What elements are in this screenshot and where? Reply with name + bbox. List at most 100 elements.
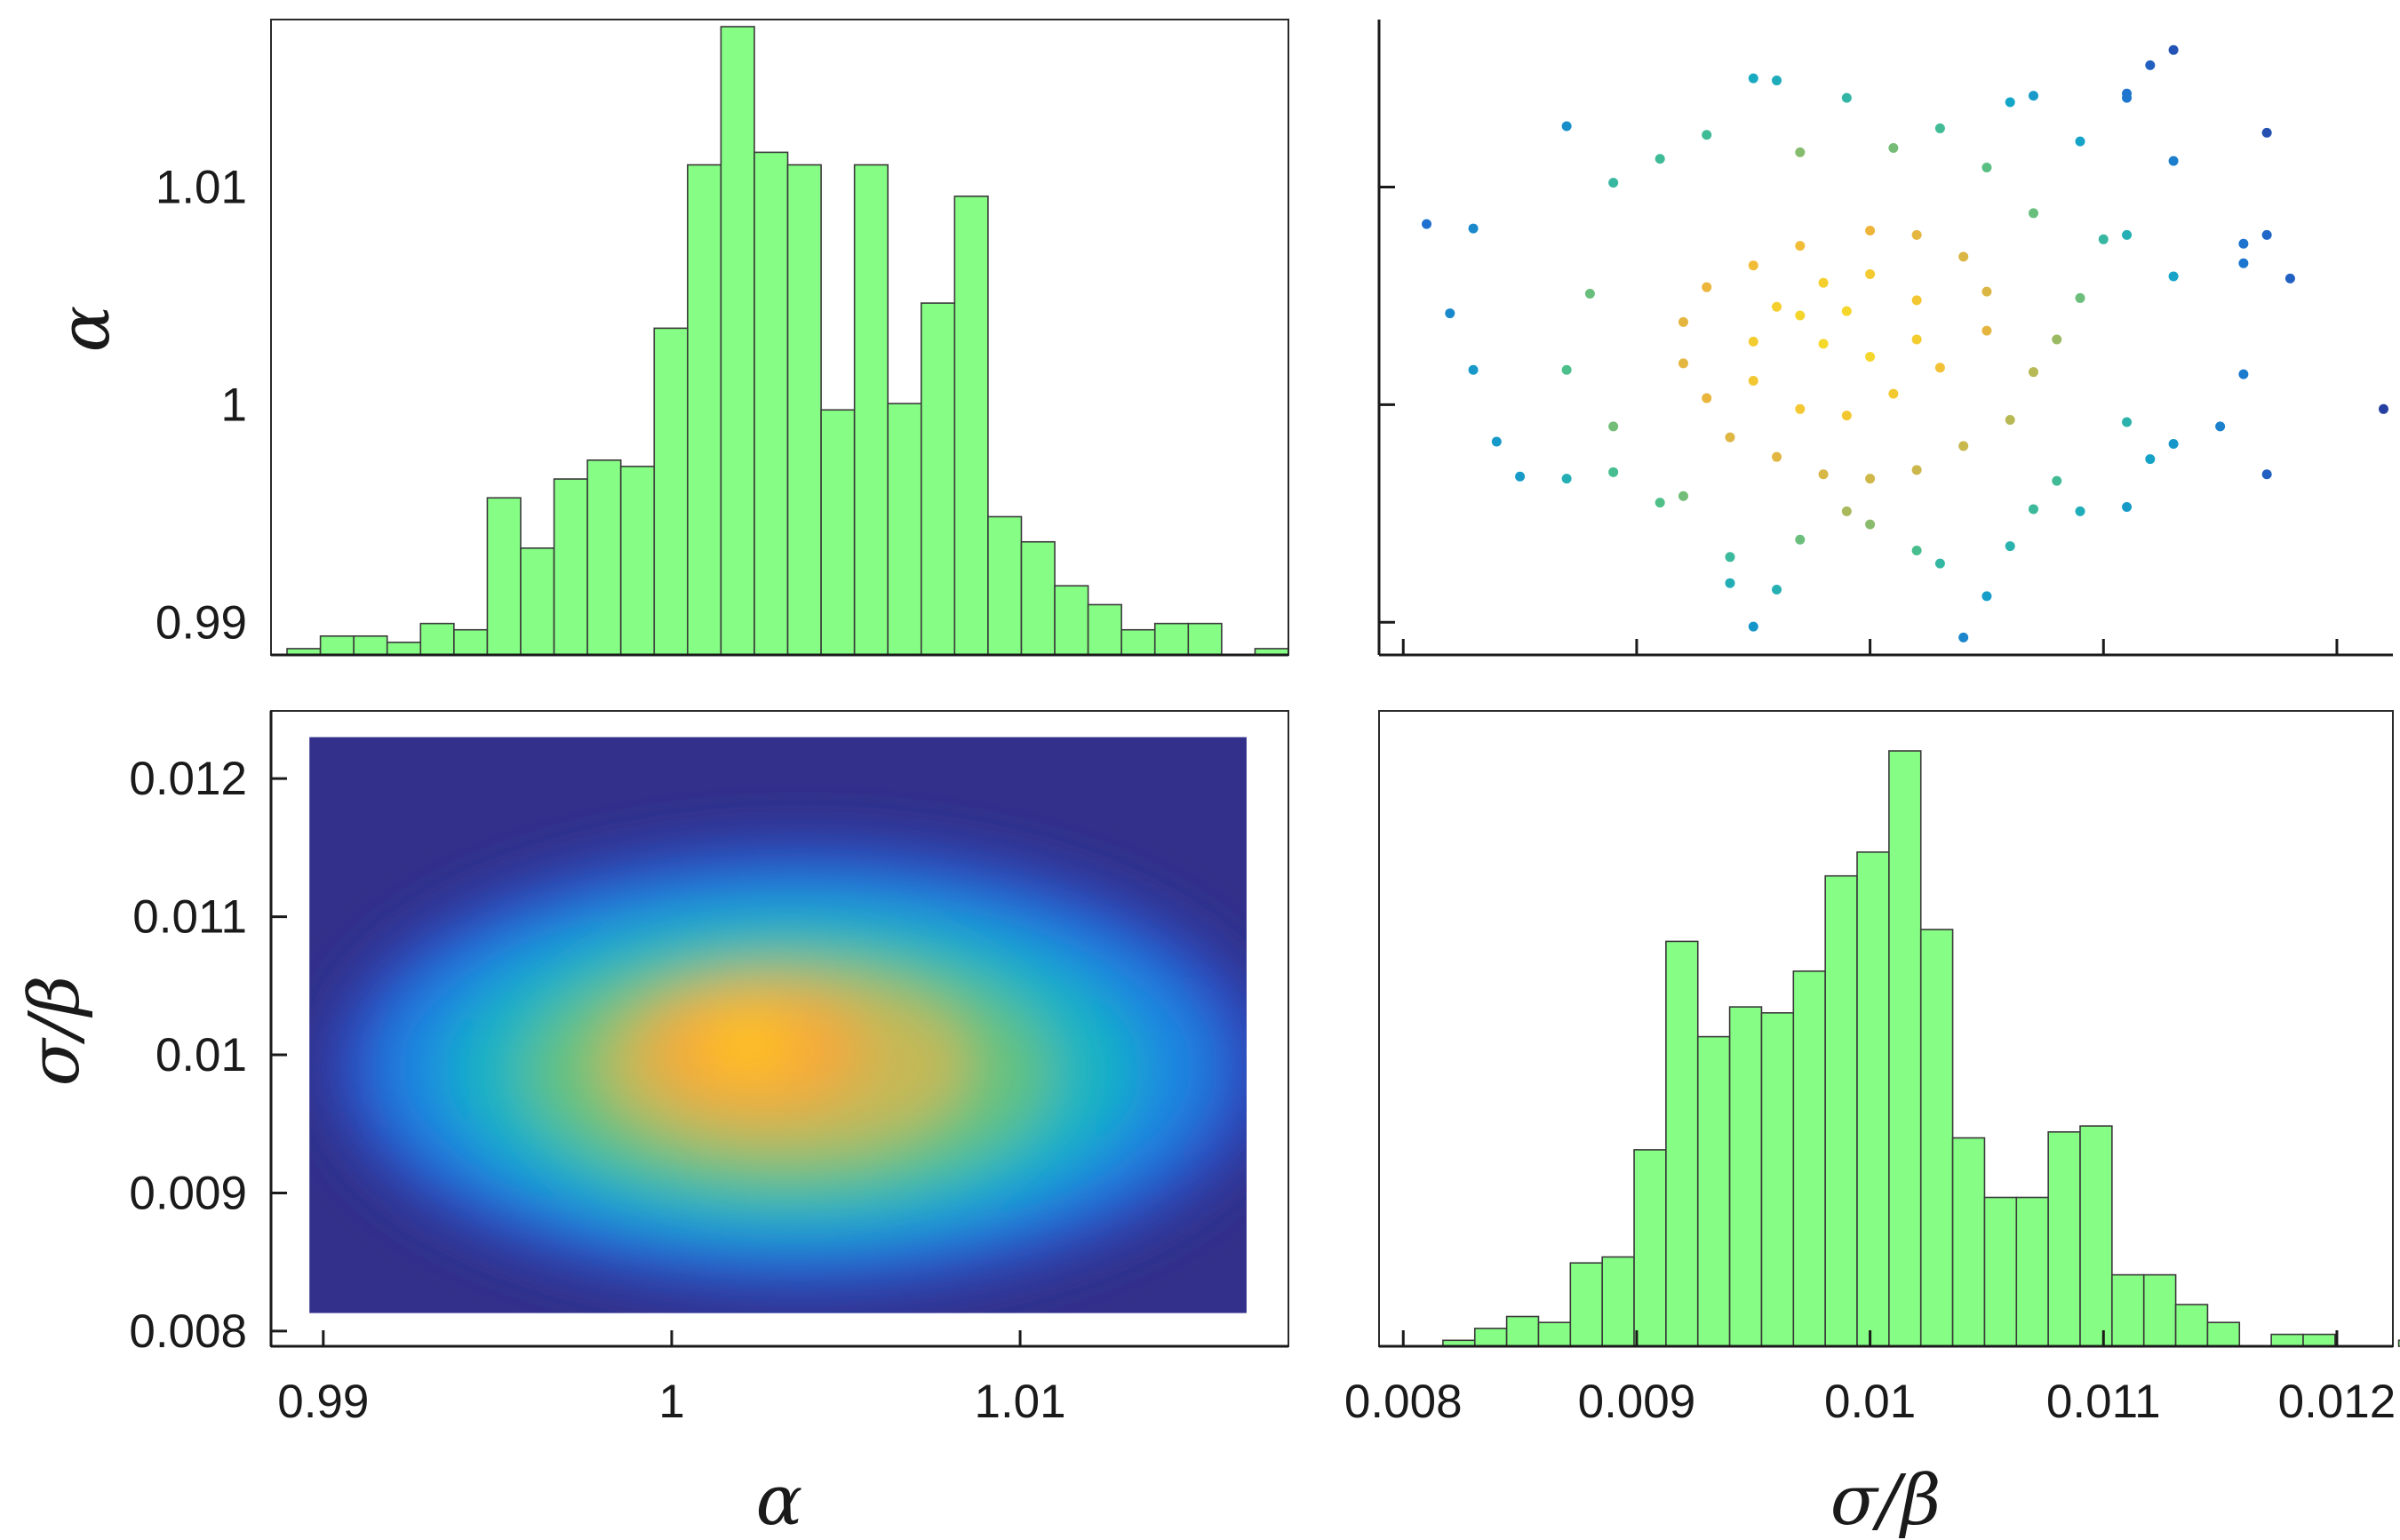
histogram-bar: [1569, 1262, 1603, 1347]
histogram-bar: [920, 302, 956, 656]
scatter-point: [1841, 306, 1852, 316]
scatter-point: [2028, 504, 2038, 515]
scatter-point: [1888, 142, 1899, 153]
scatter-point: [1958, 632, 1969, 642]
scatter-point: [2075, 136, 2085, 147]
scatter-ticks: [1379, 186, 2339, 655]
scatter-point: [2122, 92, 2133, 103]
histogram-bar: [2206, 1321, 2241, 1347]
histogram-bar: [1601, 1256, 1635, 1347]
histogram-bar: [586, 459, 622, 656]
scatter-point: [2052, 334, 2062, 345]
scatter-point: [1772, 301, 1782, 312]
y-tick-label: 1.01: [155, 162, 247, 214]
histogram-bar: [2174, 1304, 2209, 1347]
histogram-bar: [1824, 874, 1858, 1347]
histogram-bar: [786, 164, 822, 656]
scatter-point: [1748, 621, 1758, 632]
scatter-point: [1654, 498, 1665, 508]
histogram-bar: [2142, 1273, 2177, 1347]
histogram-bar: [1696, 1035, 1731, 1347]
histogram-bar: [1792, 970, 1826, 1347]
scatter-point: [1865, 352, 1876, 363]
scatter-point: [1654, 154, 1665, 164]
scatter-point: [1911, 295, 1922, 306]
scatter-point: [2378, 403, 2388, 414]
scatter-point: [1748, 260, 1758, 271]
scatter-point: [2075, 506, 2085, 516]
histogram-bar: [687, 164, 722, 656]
scatter-point: [1772, 585, 1782, 595]
scatter-point: [1865, 226, 1876, 236]
scatter-point: [1795, 147, 1806, 157]
scatter-point: [2238, 258, 2249, 268]
histogram-bar: [720, 26, 755, 656]
scatter-point: [2238, 238, 2249, 249]
scatter-point: [1445, 308, 1455, 319]
scatter-point: [1608, 178, 1619, 188]
x-tick-label: 0.009: [1578, 1376, 1696, 1428]
histogram-bar: [2270, 1333, 2304, 1347]
scatter-point: [1772, 451, 1782, 462]
scatter-point: [1818, 339, 1829, 349]
scatter-point: [2075, 292, 2085, 303]
scatter-point: [1865, 268, 1876, 279]
histogram-bar: [953, 195, 989, 656]
histogram-bar: [419, 622, 455, 656]
scatter-point: [1584, 289, 1595, 299]
scatter-point: [1981, 286, 1992, 297]
x-tick-label: 1.01: [974, 1376, 1065, 1428]
scatter-point: [1911, 334, 1922, 345]
scatter-point: [2168, 156, 2179, 166]
scatter-point: [1934, 123, 1945, 133]
x-tick-label: 0.01: [1824, 1376, 1916, 1428]
scatter-point: [2122, 229, 2133, 240]
histogram-bar: [2302, 1333, 2336, 1347]
scatter-point: [2168, 44, 2179, 55]
histogram-bar: [353, 634, 388, 656]
histogram-bar: [1760, 1012, 1795, 1347]
histogram-bar: [553, 478, 588, 656]
y-axis-label-alpha: α: [45, 306, 125, 353]
scatter-point: [1748, 336, 1758, 347]
y-tick-label: 0.009: [129, 1167, 247, 1219]
scatter-point: [2145, 60, 2156, 70]
scatter-point: [2098, 234, 2109, 244]
y-tick-label: 0.011: [132, 891, 247, 944]
scatter-point: [1468, 223, 1479, 234]
density-level: [699, 1011, 798, 1080]
x-axis-label-alpha: α: [756, 1461, 803, 1540]
scatter-point: [2005, 541, 2015, 552]
scatter-point: [1795, 534, 1806, 545]
scatter-point: [2005, 97, 2015, 108]
alpha-y-ticks: 0.99 1 1.01: [155, 162, 247, 650]
histogram-bar: [1187, 622, 1223, 656]
scatter-point: [1841, 92, 1852, 103]
histogram-bar: [1120, 628, 1156, 656]
histogram-bar: [1919, 929, 1954, 1347]
scatter-point: [1748, 375, 1758, 386]
scatter-point: [1841, 411, 1852, 421]
histogram-bar: [1665, 940, 1699, 1347]
scatter-point: [1981, 591, 1992, 602]
histogram-bar: [619, 466, 656, 656]
scatter-point: [1608, 421, 1619, 432]
scatter-point: [1678, 358, 1688, 369]
scatter-point: [1981, 325, 1992, 336]
x-tick-label: 0.011: [2046, 1376, 2161, 1428]
scatter-point: [2028, 367, 2038, 378]
scatter-point: [1865, 474, 1876, 484]
scatter-point: [1491, 436, 1502, 447]
histogram-bar: [1153, 622, 1190, 656]
scatter-point: [1725, 432, 1735, 443]
scatter-point: [2238, 369, 2249, 379]
histogram-bar: [1054, 585, 1089, 656]
scatter-point: [1911, 229, 1922, 240]
scatter-point: [1725, 552, 1735, 563]
scatter-point: [1608, 467, 1619, 477]
scatter-point: [1795, 403, 1806, 414]
sigma-beta-ticks: 0.008 0.009 0.01 0.011 0.012: [1344, 1330, 2396, 1428]
y-tick-label: 1: [221, 379, 247, 431]
scatter-point: [1795, 310, 1806, 321]
